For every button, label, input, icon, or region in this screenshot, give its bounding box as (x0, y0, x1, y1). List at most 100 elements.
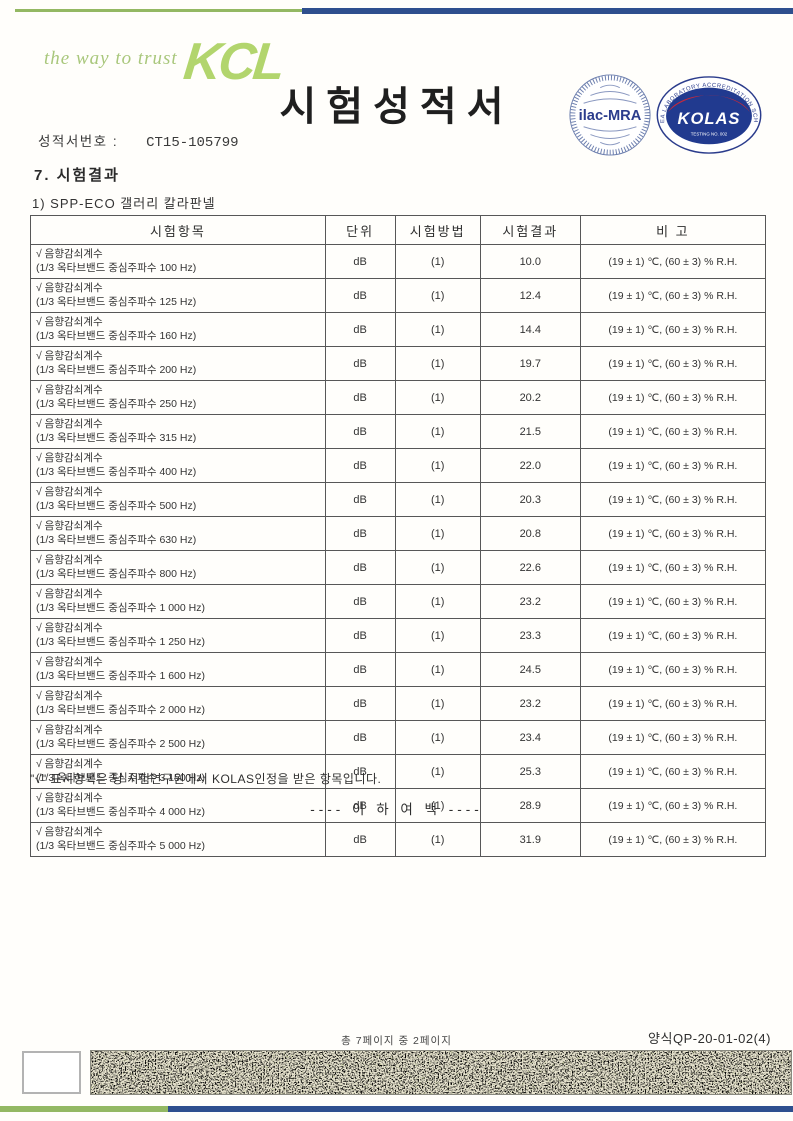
test-item-name: √ 음향감쇠계수 (36, 791, 103, 804)
test-item-name: √ 음향감쇠계수 (36, 689, 103, 702)
test-item-detail: (1/3 옥타브밴드 중심주파수 500 Hz) (36, 499, 197, 512)
test-item-detail: (1/3 옥타브밴드 중심주파수 800 Hz) (36, 567, 197, 580)
unit-cell: dB (324, 346, 396, 381)
method-cell: (1) (394, 550, 481, 585)
result-cell: 20.8 (479, 516, 581, 551)
top-accent-bar (0, 7, 793, 14)
test-item-cell: √ 음향감쇠계수 (1/3 옥타브밴드 중심주파수 800 Hz) (30, 550, 326, 585)
report-number-label: 성적서번호 : (38, 134, 119, 149)
test-item-detail: (1/3 옥타브밴드 중심주파수 1 250 Hz) (36, 635, 205, 648)
unit-cell: dB (324, 380, 396, 415)
method-cell: (1) (394, 584, 481, 619)
method-cell: (1) (394, 516, 481, 551)
result-cell: 21.5 (479, 414, 581, 449)
test-item-name: √ 음향감쇠계수 (36, 349, 103, 362)
result-cell: 14.4 (479, 312, 581, 347)
unit-cell: dB (324, 448, 396, 483)
unit-cell: dB (324, 482, 396, 517)
kolas-label: KOLAS (678, 109, 741, 128)
remark-cell: (19 ± 1) ℃, (60 ± 3) % R.H. (579, 278, 767, 313)
method-cell: (1) (394, 686, 481, 721)
unit-cell: dB (324, 822, 396, 857)
test-item-detail: (1/3 옥타브밴드 중심주파수 2 000 Hz) (36, 703, 205, 716)
test-item-name: √ 음향감쇠계수 (36, 723, 103, 736)
certification-logos: ilac-MRA KOREA LABORATORY ACCREDITATION … (567, 72, 763, 158)
test-item-name: √ 음향감쇠계수 (36, 281, 103, 294)
table-row: √ 음향감쇠계수 (1/3 옥타브밴드 중심주파수 630 Hz) dB (1)… (30, 516, 767, 551)
bottom-accent-bar (0, 1106, 793, 1112)
method-cell: (1) (394, 788, 481, 823)
test-item-cell: √ 음향감쇠계수 (1/3 옥타브밴드 중심주파수 2 000 Hz) (30, 686, 326, 721)
stamp-box (22, 1051, 81, 1094)
test-item-detail: (1/3 옥타브밴드 중심주파수 2 500 Hz) (36, 737, 205, 750)
col-header-unit: 단위 (324, 215, 396, 245)
table-row: √ 음향감쇠계수 (1/3 옥타브밴드 중심주파수 315 Hz) dB (1)… (30, 414, 767, 449)
method-cell: (1) (394, 278, 481, 313)
table-row: √ 음향감쇠계수 (1/3 옥타브밴드 중심주파수 800 Hz) dB (1)… (30, 550, 767, 585)
test-item-detail: (1/3 옥타브밴드 중심주파수 1 600 Hz) (36, 669, 205, 682)
result-cell: 24.5 (479, 652, 581, 687)
remark-cell: (19 ± 1) ℃, (60 ± 3) % R.H. (579, 788, 767, 823)
table-row: √ 음향감쇠계수 (1/3 옥타브밴드 중심주파수 200 Hz) dB (1)… (30, 346, 767, 381)
table-row: √ 음향감쇠계수 (1/3 옥타브밴드 중심주파수 100 Hz) dB (1)… (30, 244, 767, 279)
remark-cell: (19 ± 1) ℃, (60 ± 3) % R.H. (579, 448, 767, 483)
remark-cell: (19 ± 1) ℃, (60 ± 3) % R.H. (579, 516, 767, 551)
method-cell: (1) (394, 720, 481, 755)
col-header-test-result: 시험결과 (479, 215, 581, 245)
table-row: √ 음향감쇠계수 (1/3 옥타브밴드 중심주파수 2 500 Hz) dB (… (30, 720, 767, 755)
test-item-name: √ 음향감쇠계수 (36, 519, 103, 532)
remark-cell: (19 ± 1) ℃, (60 ± 3) % R.H. (579, 414, 767, 449)
result-cell: 22.0 (479, 448, 581, 483)
test-item-cell: √ 음향감쇠계수 (1/3 옥타브밴드 중심주파수 250 Hz) (30, 380, 326, 415)
remark-cell: (19 ± 1) ℃, (60 ± 3) % R.H. (579, 312, 767, 347)
remark-cell: (19 ± 1) ℃, (60 ± 3) % R.H. (579, 244, 767, 279)
test-item-detail: (1/3 옥타브밴드 중심주파수 250 Hz) (36, 397, 197, 410)
brand-tagline: the way to trust (44, 48, 178, 69)
result-cell: 22.6 (479, 550, 581, 585)
method-cell: (1) (394, 822, 481, 857)
test-item-cell: √ 음향감쇠계수 (1/3 옥타브밴드 중심주파수 3 150 Hz) (30, 754, 326, 789)
result-cell: 20.3 (479, 482, 581, 517)
top-bar-navy-segment (302, 8, 793, 14)
speckle-texture (91, 1051, 791, 1094)
remark-cell: (19 ± 1) ℃, (60 ± 3) % R.H. (579, 346, 767, 381)
result-cell: 12.4 (479, 278, 581, 313)
test-item-detail: (1/3 옥타브밴드 중심주파수 200 Hz) (36, 363, 197, 376)
blank-below-marker: ---- 이 하 여 백 ---- (310, 802, 483, 817)
test-item-cell: √ 음향감쇠계수 (1/3 옥타브밴드 중심주파수 1 600 Hz) (30, 652, 326, 687)
test-item-cell: √ 음향감쇠계수 (1/3 옥타브밴드 중심주파수 100 Hz) (30, 244, 326, 279)
test-item-detail: (1/3 옥타브밴드 중심주파수 315 Hz) (36, 431, 197, 444)
bottom-bar-green-segment (0, 1106, 168, 1112)
result-cell: 25.3 (479, 754, 581, 789)
method-cell: (1) (394, 754, 481, 789)
test-item-detail: (1/3 옥타브밴드 중심주파수 160 Hz) (36, 329, 197, 342)
col-header-test-item: 시험항목 (30, 215, 326, 245)
test-item-name: √ 음향감쇠계수 (36, 553, 103, 566)
method-cell: (1) (394, 414, 481, 449)
test-item-cell: √ 음향감쇠계수 (1/3 옥타브밴드 중심주파수 2 500 Hz) (30, 720, 326, 755)
table-row: √ 음향감쇠계수 (1/3 옥타브밴드 중심주파수 2 000 Hz) dB (… (30, 686, 767, 721)
remark-cell: (19 ± 1) ℃, (60 ± 3) % R.H. (579, 618, 767, 653)
section-heading: 7. 시험결과 (34, 167, 120, 184)
result-cell: 10.0 (479, 244, 581, 279)
bottom-bar-navy-segment (168, 1106, 793, 1112)
test-item-detail: (1/3 옥타브밴드 중심주파수 5 000 Hz) (36, 839, 205, 852)
test-item-name: √ 음향감쇠계수 (36, 587, 103, 600)
method-cell: (1) (394, 652, 481, 687)
test-item-name: √ 음향감쇠계수 (36, 485, 103, 498)
test-item-name: √ 음향감쇠계수 (36, 451, 103, 464)
test-item-detail: (1/3 옥타브밴드 중심주파수 4 000 Hz) (36, 805, 205, 818)
test-item-detail: (1/3 옥타브밴드 중심주파수 100 Hz) (36, 261, 197, 274)
remark-cell: (19 ± 1) ℃, (60 ± 3) % R.H. (579, 482, 767, 517)
test-item-cell: √ 음향감쇠계수 (1/3 옥타브밴드 중심주파수 500 Hz) (30, 482, 326, 517)
remark-cell: (19 ± 1) ℃, (60 ± 3) % R.H. (579, 720, 767, 755)
document-title: 시험성적서 (279, 85, 514, 129)
test-item-name: √ 음향감쇠계수 (36, 417, 103, 430)
remark-cell: (19 ± 1) ℃, (60 ± 3) % R.H. (579, 380, 767, 415)
table-row: √ 음향감쇠계수 (1/3 옥타브밴드 중심주파수 1 600 Hz) dB (… (30, 652, 767, 687)
test-item-detail: (1/3 옥타브밴드 중심주파수 125 Hz) (36, 295, 197, 308)
test-item-cell: √ 음향감쇠계수 (1/3 옥타브밴드 중심주파수 315 Hz) (30, 414, 326, 449)
unit-cell: dB (324, 618, 396, 653)
results-tbody: √ 음향감쇠계수 (1/3 옥타브밴드 중심주파수 100 Hz) dB (1)… (30, 244, 767, 857)
